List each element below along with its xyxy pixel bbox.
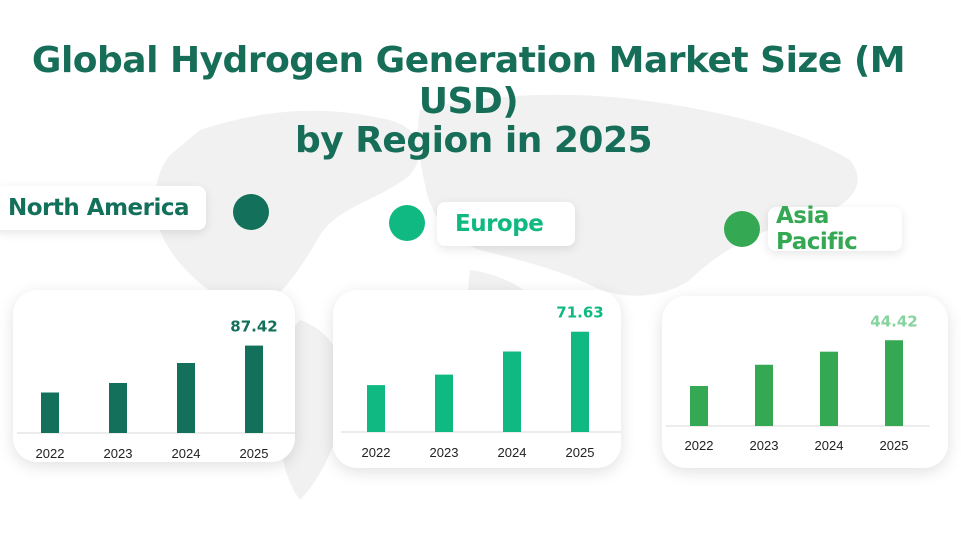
bar-2025 — [885, 340, 903, 426]
bar-2025 — [245, 345, 263, 433]
bar-chart-europe: 2022 2023 2024 2025 71.63 — [341, 304, 621, 460]
bar-2022 — [41, 392, 59, 433]
bar-2023 — [109, 383, 127, 433]
data-label-2025: 44.42 — [870, 312, 917, 330]
region-name: North America — [8, 195, 190, 221]
region-label-europe: Europe — [437, 202, 575, 246]
north-america-marker — [233, 194, 269, 230]
x-tick-label: 2025 — [566, 445, 595, 460]
chart-card-north-america: 2022 2023 2024 2025 87.42 — [13, 290, 295, 462]
asia-pacific-marker — [724, 211, 760, 247]
x-tick-label: 2022 — [36, 446, 65, 461]
chart-card-asia-pacific: 2022 2023 2024 2025 44.42 — [662, 296, 948, 468]
chart-title-line1: Global Hydrogen Generation Market Size (… — [31, 40, 906, 122]
x-tick-label: 2024 — [815, 438, 844, 453]
bar-2024 — [177, 363, 195, 433]
x-tick-label: 2023 — [104, 446, 133, 461]
bar-chart-north-america: 2022 2023 2024 2025 87.42 — [17, 318, 295, 461]
region-name: Europe — [455, 211, 544, 237]
region-label-asia-pacific: Asia Pacific — [768, 203, 902, 255]
bar-chart-asia-pacific: 2022 2023 2024 2025 44.42 — [666, 312, 930, 453]
bar-2025 — [571, 331, 589, 432]
region-name: Asia Pacific — [776, 203, 858, 255]
chart-title-line2: by Region in 2025 — [294, 120, 653, 161]
bar-2023 — [755, 364, 773, 426]
bar-2023 — [435, 374, 453, 432]
x-tick-label: 2025 — [880, 438, 909, 453]
europe-marker — [389, 205, 425, 241]
data-label-2025: 87.42 — [230, 318, 277, 336]
bar-2024 — [820, 351, 838, 426]
x-tick-label: 2025 — [240, 446, 269, 461]
x-tick-label: 2023 — [750, 438, 779, 453]
x-tick-label: 2024 — [498, 445, 527, 460]
bar-2024 — [503, 351, 521, 432]
x-tick-label: 2024 — [172, 446, 201, 461]
x-tick-label: 2022 — [362, 445, 391, 460]
bar-2022 — [367, 385, 385, 432]
data-label-2025: 71.63 — [556, 304, 603, 322]
bar-2022 — [690, 385, 708, 426]
x-tick-label: 2022 — [685, 438, 714, 453]
x-tick-label: 2023 — [430, 445, 459, 460]
region-label-north-america: North America — [0, 186, 206, 230]
chart-card-europe: 2022 2023 2024 2025 71.63 — [333, 290, 621, 468]
